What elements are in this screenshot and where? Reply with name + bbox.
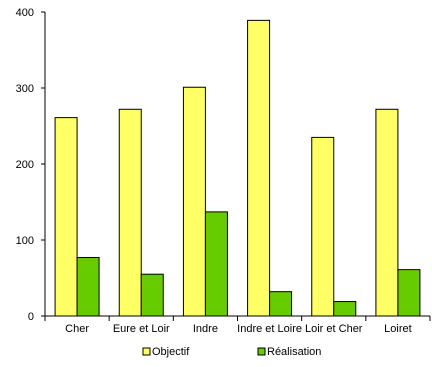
x-tick-label: Cher: [65, 323, 89, 335]
legend-label: Réalisation: [267, 346, 321, 358]
x-tick-label: Loiret: [384, 323, 412, 335]
bars-layer: [54, 19, 421, 317]
axes-layer: [44, 12, 430, 317]
legend-swatch: [142, 347, 151, 356]
bar-realisation: [397, 269, 421, 317]
bar-realisation: [140, 273, 164, 317]
bar-objectif: [118, 108, 142, 317]
bar-realisation: [333, 301, 357, 317]
x-tick-label: Indre: [193, 323, 218, 335]
x-tick-label: Eure et Loir: [113, 323, 170, 335]
x-tick-label: Loir et Cher: [305, 323, 363, 335]
bar-objectif: [311, 136, 335, 317]
y-tick-label: 400: [16, 7, 34, 19]
bar-objectif: [182, 86, 206, 317]
x-axis-ticks: Cher Eure et Loir Indre Indre et Loire Loir …: [44, 316, 431, 335]
y-tick-label: 200: [16, 159, 34, 171]
bar-objectif: [375, 108, 399, 317]
y-tick-label: 0: [28, 311, 34, 323]
x-tick-label: Indre et Loire: [237, 323, 302, 335]
bar-objectif: [54, 117, 78, 317]
y-tick-label: 300: [16, 83, 34, 95]
legend: Objectif Réalisation: [142, 346, 321, 358]
legend-label: Objectif: [152, 346, 190, 358]
bar-realisation: [76, 256, 100, 317]
bar-objectif: [247, 19, 271, 317]
y-tick-label: 100: [16, 235, 34, 247]
y-axis-ticks: 0 100 200 300 400: [16, 7, 45, 323]
legend-swatch: [257, 347, 266, 356]
bar-realisation: [269, 291, 293, 317]
bar-realisation: [204, 211, 228, 317]
